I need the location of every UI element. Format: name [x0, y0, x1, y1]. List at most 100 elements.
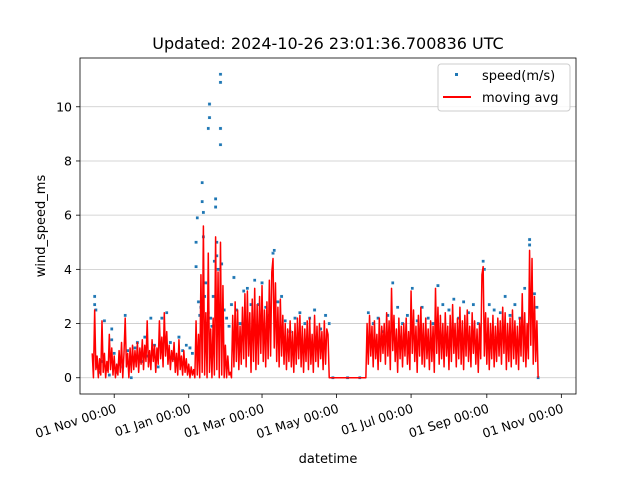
speed-point [213, 197, 218, 201]
speed-point [102, 319, 107, 323]
y-axis-label: wind_speed_ms [34, 175, 49, 278]
speed-point [107, 373, 112, 377]
speed-point [508, 313, 512, 318]
x-axis-label: datetime [299, 452, 358, 467]
speed-point [92, 294, 97, 299]
speed-point [461, 300, 466, 304]
speed-point [390, 281, 395, 285]
legend-label-speed: speed(m/s) [482, 69, 555, 84]
speed-point [487, 302, 492, 307]
speed-point [513, 302, 517, 307]
speed-point [279, 294, 284, 299]
speed-point [123, 313, 128, 318]
speed-point [206, 126, 211, 131]
speed-point [522, 286, 527, 291]
speed-point [498, 310, 503, 315]
speed-point [168, 340, 173, 345]
legend: speed(m/s) moving avg [437, 63, 571, 112]
y-tick-label: 4 [64, 262, 72, 277]
speed-point [323, 313, 328, 318]
speed-point [213, 205, 218, 209]
speed-point [156, 365, 160, 369]
speed-point [245, 286, 250, 291]
speed-point [200, 180, 204, 185]
speed-point [92, 302, 97, 307]
speed-point [216, 267, 220, 272]
plot-layer [91, 72, 540, 380]
chart-title: Updated: 2024-10-26 23:01:36.700836 UTC [152, 34, 503, 53]
legend-box [437, 63, 571, 112]
speed-point [527, 243, 532, 247]
speed-point [201, 210, 206, 215]
speed-point [207, 115, 212, 120]
plot-frame [79, 57, 577, 395]
y-tick-label: 10 [56, 99, 72, 114]
speed-point [276, 300, 280, 304]
speed-point [190, 351, 195, 356]
speed-point [441, 302, 445, 307]
speed-point [298, 310, 302, 315]
speed-point [204, 281, 208, 285]
speed-point [177, 335, 181, 339]
speed-point [196, 300, 201, 304]
speed-point [302, 321, 307, 326]
speed-point [129, 375, 134, 380]
speed-point [232, 275, 236, 280]
speed-point [283, 319, 288, 323]
speed-point [327, 321, 332, 326]
legend-label-moving-avg: moving avg [482, 91, 558, 106]
speed-point [218, 72, 223, 77]
speed-point [395, 305, 400, 310]
speed-point [535, 305, 539, 310]
speed-point [527, 237, 532, 242]
speed-point [238, 321, 242, 326]
speed-point [481, 259, 485, 264]
speed-point [272, 248, 277, 253]
speed-point [149, 316, 153, 320]
speed-point [431, 321, 435, 326]
speed-point [207, 102, 212, 106]
speed-point [252, 278, 257, 282]
speed-point [164, 310, 169, 315]
speed-point [229, 302, 234, 307]
speed-point [184, 343, 189, 348]
speed-point [436, 283, 440, 288]
speed-point [224, 316, 229, 320]
speed-point [112, 351, 117, 356]
speed-point [492, 308, 496, 312]
speed-point [227, 324, 231, 329]
speed-point [426, 316, 430, 320]
speed-point [452, 297, 456, 301]
y-tick-label: 0 [64, 370, 72, 385]
speed-point [405, 313, 410, 318]
speed-point [260, 281, 264, 285]
speed-point [293, 316, 297, 320]
speed-point [109, 338, 114, 342]
speed-point [133, 346, 137, 350]
speed-point [471, 302, 476, 307]
speed-point [312, 308, 317, 312]
speed-point [218, 126, 223, 131]
speed-point [218, 142, 223, 147]
speed-point [194, 240, 198, 245]
speed-point [218, 80, 223, 85]
y-tick-label: 6 [64, 208, 72, 223]
legend-marker-speed [455, 73, 458, 76]
speed-point [447, 308, 451, 312]
speed-point [109, 327, 114, 331]
speed-point [200, 199, 204, 204]
speed-point [195, 216, 200, 220]
moving-avg-line [91, 225, 539, 379]
speed-point [188, 346, 192, 350]
speed-point [241, 289, 246, 293]
y-tick-label: 2 [64, 316, 72, 331]
speed-point [211, 294, 215, 299]
y-tick-label: 8 [64, 153, 72, 168]
speed-point [532, 291, 537, 296]
speed-point [503, 294, 507, 299]
speed-point [194, 264, 198, 269]
speed-point [142, 335, 147, 339]
speed-point [366, 310, 371, 315]
